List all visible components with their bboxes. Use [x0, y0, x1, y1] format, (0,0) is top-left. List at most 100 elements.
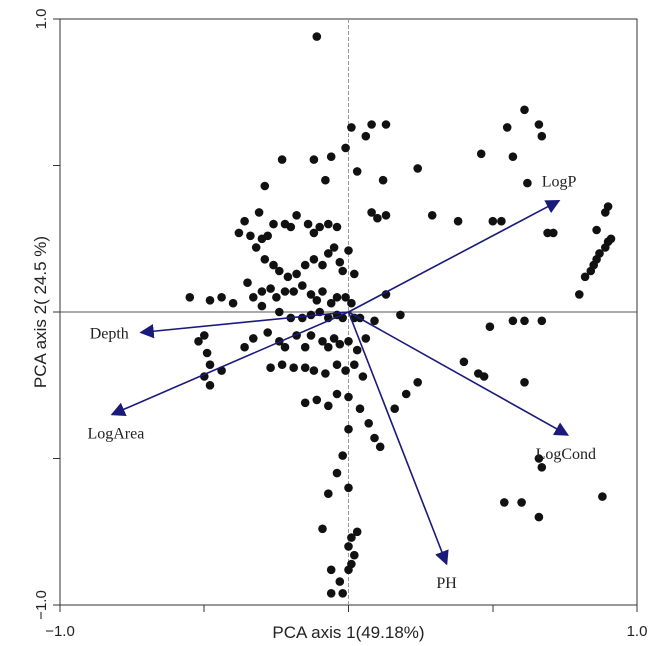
data-point [269, 219, 278, 229]
data-point [298, 281, 307, 290]
data-point [592, 225, 601, 235]
data-point [292, 211, 301, 220]
vector-arrow-logcond [348, 311, 570, 436]
data-point [318, 260, 327, 270]
data-point [347, 298, 356, 308]
data-point [520, 105, 529, 115]
data-point [324, 219, 333, 229]
data-point [350, 550, 359, 560]
data-point [217, 293, 226, 302]
data-point [459, 357, 469, 367]
data-point [266, 284, 275, 293]
data-point [318, 337, 327, 346]
data-point [508, 316, 518, 326]
data-point [381, 211, 391, 220]
data-point [344, 565, 353, 575]
data-point [249, 293, 258, 302]
data-point [344, 542, 353, 551]
data-point [381, 290, 391, 299]
data-point [260, 181, 270, 191]
data-point [272, 293, 281, 302]
data-point [326, 152, 336, 161]
data-point [358, 372, 368, 381]
data-point [254, 208, 264, 217]
data-point [289, 363, 299, 373]
data-point [298, 313, 307, 323]
data-point [324, 342, 333, 352]
data-point [355, 404, 365, 414]
data-point [243, 278, 252, 288]
x-tick-label-max: 1.0 [627, 623, 648, 640]
data-point [338, 589, 348, 598]
data-point [523, 178, 532, 188]
data-point [335, 339, 345, 349]
data-point [332, 222, 342, 232]
data-point [364, 419, 374, 428]
data-point [479, 372, 489, 381]
data-point [312, 296, 322, 305]
data-points [185, 32, 616, 598]
data-point [390, 404, 400, 414]
data-point [502, 123, 512, 132]
data-point [350, 360, 359, 370]
data-point [603, 202, 613, 211]
data-point [370, 433, 379, 443]
data-point [497, 216, 506, 226]
data-point [324, 401, 333, 411]
data-point [361, 334, 371, 343]
data-point [488, 216, 498, 226]
data-point [344, 392, 353, 402]
data-point [306, 331, 316, 340]
data-point [352, 167, 362, 176]
data-point [205, 296, 215, 305]
vector-arrow-logarea [110, 311, 349, 416]
vector-label-depth: Depth [90, 326, 129, 343]
vector-label-ph: PH [436, 575, 457, 592]
data-point [537, 316, 547, 326]
data-point [257, 287, 267, 296]
data-point [315, 222, 325, 232]
data-point [352, 345, 362, 355]
x-tick-label-min: −1.0 [45, 623, 75, 640]
data-point [413, 378, 423, 387]
data-point [413, 164, 423, 173]
data-point [289, 287, 299, 296]
data-point [277, 360, 287, 370]
data-point [332, 360, 342, 370]
data-point [275, 307, 284, 317]
data-point [373, 213, 382, 223]
data-point [263, 328, 273, 337]
data-point [332, 468, 342, 478]
data-point [338, 451, 348, 460]
data-point [595, 249, 604, 258]
data-point [344, 424, 353, 434]
data-point [335, 257, 345, 267]
data-point [280, 342, 290, 352]
data-point [537, 131, 547, 141]
data-point [251, 243, 261, 252]
data-point [292, 269, 301, 279]
data-point [326, 298, 336, 308]
data-point [534, 512, 544, 522]
data-point [350, 269, 359, 279]
data-point [508, 152, 518, 161]
data-point [309, 155, 319, 164]
vector-label-logp: LogP [542, 174, 577, 191]
data-point [341, 366, 350, 375]
data-point [335, 577, 345, 586]
data-point [580, 272, 590, 282]
x-axis-title: PCA axis 1(49.18%) [272, 623, 424, 642]
data-point [283, 272, 293, 282]
data-point [375, 442, 385, 452]
data-point [249, 334, 258, 343]
data-point [520, 378, 529, 387]
y-tick-label-min: −1.0 [33, 590, 50, 620]
data-point [381, 120, 391, 129]
data-point [500, 498, 509, 507]
data-point [309, 254, 319, 264]
data-point [260, 254, 270, 264]
data-point [520, 316, 529, 326]
data-point [476, 149, 486, 159]
data-point [329, 334, 339, 343]
data-point [205, 360, 215, 370]
